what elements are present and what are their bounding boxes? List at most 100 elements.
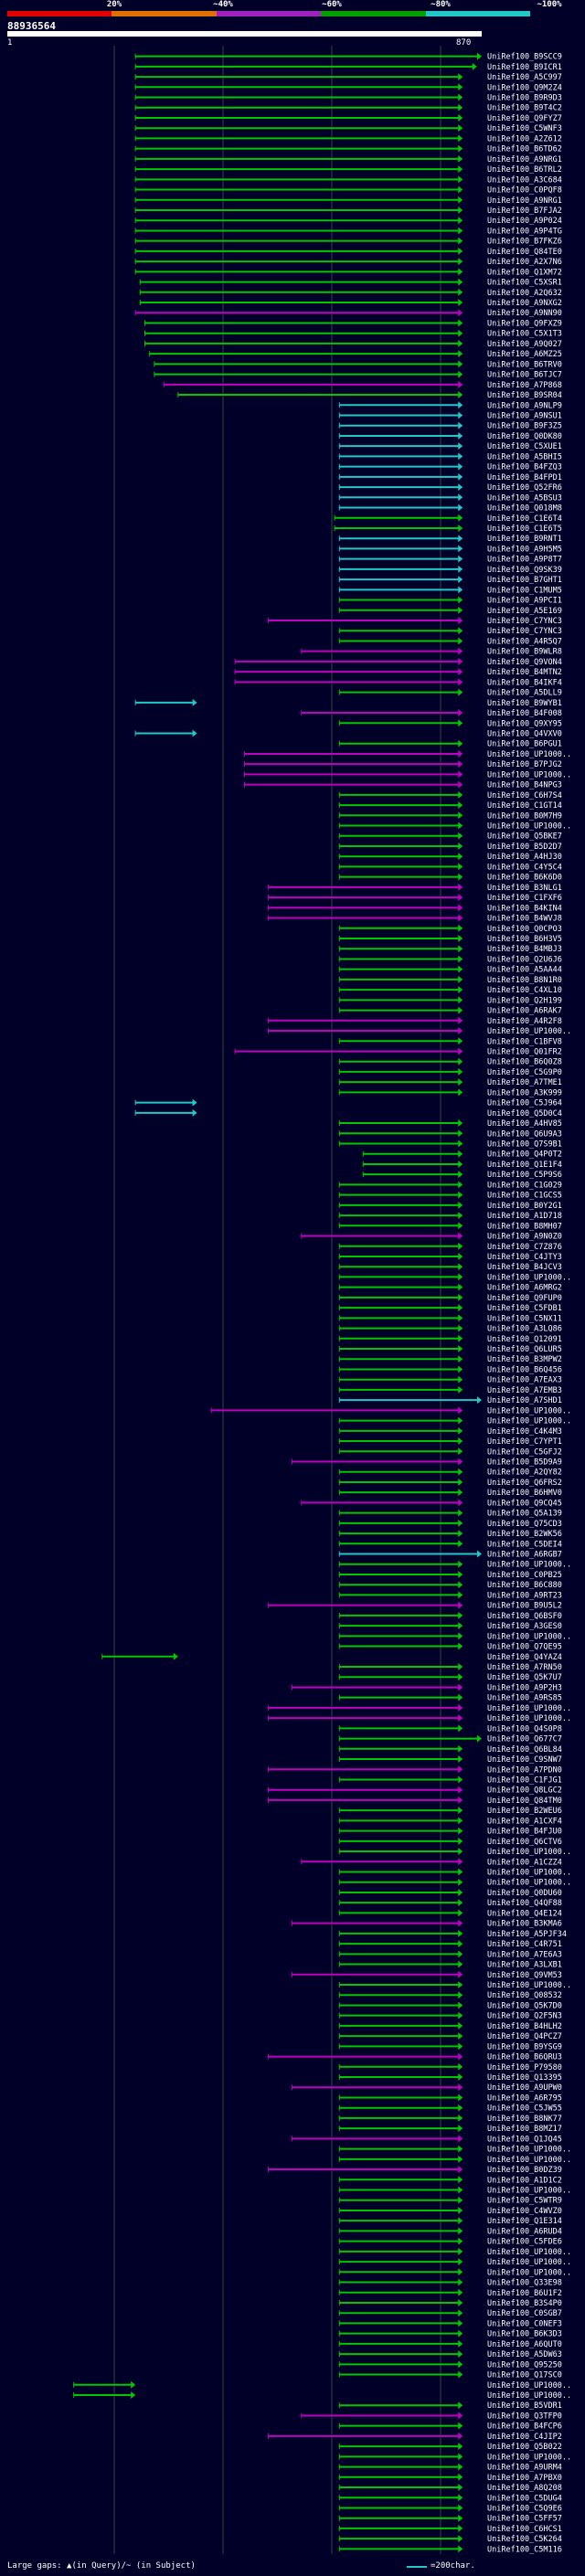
hit-label[interactable]: UniRef100_A3C684 — [487, 175, 562, 185]
hit-row[interactable]: UniRef100_Q84TE0 — [134, 247, 562, 257]
hit-label[interactable]: UniRef100_Q9XY95 — [487, 719, 562, 728]
hit-label[interactable]: UniRef100_Q018M8 — [487, 504, 562, 514]
hit-label[interactable]: UniRef100_UP1000.. — [487, 1869, 571, 1878]
hit-label[interactable]: UniRef100_A5DLL9 — [487, 689, 562, 698]
hit-row[interactable]: UniRef100_B6K3D3 — [338, 2329, 562, 2339]
hit-label[interactable]: UniRef100_Q677C7 — [487, 1735, 562, 1744]
hit-label[interactable]: UniRef100_C1E6T5 — [487, 525, 562, 534]
hit-label[interactable]: UniRef100_B8N1R0 — [487, 976, 562, 985]
hit-label[interactable]: UniRef100_C7Z876 — [487, 1243, 562, 1252]
hit-label[interactable]: UniRef100_A6RUD4 — [487, 2227, 562, 2236]
hit-label[interactable]: UniRef100_Q9M2Z4 — [487, 83, 562, 92]
hit-label[interactable]: UniRef100_A6MZ25 — [487, 350, 562, 359]
hit-row[interactable]: UniRef100_Q9VON4 — [234, 657, 562, 667]
hit-label[interactable]: UniRef100_B4JCV3 — [487, 1263, 562, 1272]
hit-label[interactable]: UniRef100_C7YNC3 — [487, 617, 562, 626]
hit-row[interactable]: UniRef100_B5VDR1 — [338, 2401, 562, 2411]
hit-label[interactable]: UniRef100_A4R2F8 — [487, 1017, 562, 1026]
hit-label[interactable]: UniRef100_C0SGB7 — [487, 2309, 562, 2318]
hit-label[interactable]: UniRef100_A1D718 — [487, 1212, 562, 1221]
hit-row[interactable]: UniRef100_Q4QF88 — [338, 1899, 562, 1908]
hit-label[interactable]: UniRef100_A9NLP9 — [487, 401, 562, 410]
hit-label[interactable]: UniRef100_A5AA44 — [487, 966, 562, 975]
hit-label[interactable]: UniRef100_C1GCS5 — [487, 1192, 562, 1201]
hit-label[interactable]: UniRef100_A7PBX0 — [487, 2474, 562, 2483]
hit-label[interactable]: UniRef100_A4R5Q7 — [487, 637, 562, 646]
hit-row[interactable]: UniRef100_Q9SK39 — [338, 565, 562, 575]
hit-row[interactable]: UniRef100_C1BFV8 — [338, 1037, 562, 1046]
hit-label[interactable]: UniRef100_C4WVZ0 — [487, 2207, 562, 2216]
hit-label[interactable]: UniRef100_C9SNW7 — [487, 1755, 562, 1765]
hit-label[interactable]: UniRef100_UP1000.. — [487, 2248, 571, 2257]
hit-label[interactable]: UniRef100_C5DEI4 — [487, 1540, 562, 1549]
hit-label[interactable]: UniRef100_C5G9P0 — [487, 1068, 562, 1077]
hit-label[interactable]: UniRef100_B6K6D0 — [487, 874, 562, 883]
hit-label[interactable]: UniRef100_B4WVJ8 — [487, 915, 562, 924]
hit-label[interactable]: UniRef100_C1FJG1 — [487, 1776, 562, 1785]
hit-row[interactable]: UniRef100_A7E6A3 — [338, 1950, 562, 1959]
hit-row[interactable]: UniRef100_Q1E1F4 — [362, 1160, 562, 1170]
hit-label[interactable]: UniRef100_B9ICR1 — [487, 63, 562, 72]
hit-row[interactable]: UniRef100_C5DUG4 — [338, 2494, 562, 2503]
hit-label[interactable]: UniRef100_Q2F5N3 — [487, 2012, 562, 2021]
hit-label[interactable]: UniRef100_C6HCS1 — [487, 2525, 562, 2534]
hit-label[interactable]: UniRef100_C4R751 — [487, 1940, 562, 1949]
hit-row[interactable]: UniRef100_A3GES0 — [338, 1622, 562, 1631]
hit-label[interactable]: UniRef100_Q9CQ45 — [487, 1499, 562, 1508]
hit-label[interactable]: UniRef100_UP1000.. — [487, 1027, 571, 1036]
hit-row[interactable]: UniRef100_Q2H199 — [338, 996, 562, 1005]
hit-row[interactable]: UniRef100_Q7S9B1 — [338, 1140, 562, 1150]
hit-row[interactable]: UniRef100_B8MZ17 — [338, 2125, 562, 2134]
hit-row[interactable]: UniRef100_C5WNF3 — [134, 124, 562, 133]
hit-row[interactable]: UniRef100_C0PB25 — [338, 1570, 562, 1580]
hit-row[interactable]: UniRef100_Q9FUP0 — [338, 1293, 562, 1303]
hit-row[interactable]: UniRef100_UP1000.. — [338, 822, 571, 832]
hit-row[interactable]: UniRef100_A7RN50 — [338, 1663, 562, 1672]
hit-row[interactable]: UniRef100_C5FDB1 — [338, 1304, 562, 1313]
hit-row[interactable]: UniRef100_A2X7N6 — [134, 258, 562, 267]
hit-row[interactable]: UniRef100_B0DZ39 — [267, 2166, 562, 2175]
hit-label[interactable]: UniRef100_Q4S0P8 — [487, 1724, 562, 1733]
hit-row[interactable]: UniRef100_A5BSU3 — [338, 493, 562, 503]
hit-label[interactable]: UniRef100_UP1000.. — [487, 770, 571, 779]
hit-label[interactable]: UniRef100_B9F3Z5 — [487, 422, 562, 431]
hit-row[interactable]: UniRef100_Q6CTV6 — [338, 1837, 562, 1847]
hit-label[interactable]: UniRef100_A6RGB7 — [487, 1551, 562, 1560]
hit-row[interactable]: UniRef100_B3NLG1 — [267, 883, 562, 893]
hit-row[interactable]: UniRef100_A5E169 — [338, 606, 562, 616]
hit-label[interactable]: UniRef100_A1D1C2 — [487, 2176, 562, 2185]
hit-row[interactable]: UniRef100_B6C880 — [338, 1581, 562, 1590]
hit-label[interactable]: UniRef100_A6MRG2 — [487, 1284, 562, 1293]
hit-label[interactable]: UniRef100_B9WYB1 — [487, 699, 562, 708]
hit-row[interactable]: UniRef100_B2WEU6 — [338, 1807, 562, 1816]
hit-row[interactable]: UniRef100_UP1000.. — [244, 770, 572, 779]
hit-row[interactable]: UniRef100_Q9VM53 — [291, 1970, 562, 1980]
hit-row[interactable]: UniRef100_C1G029 — [338, 1181, 562, 1190]
hit-row[interactable]: UniRef100_UP1000.. — [338, 2155, 571, 2165]
hit-label[interactable]: UniRef100_A9H5M5 — [487, 545, 562, 554]
hit-row[interactable]: UniRef100_B9SR04 — [177, 391, 562, 400]
hit-row[interactable]: UniRef100_C5XSR1 — [139, 278, 562, 288]
hit-row[interactable]: UniRef100_UP1000.. — [338, 2258, 571, 2267]
hit-row[interactable]: UniRef100_C1FJG1 — [338, 1776, 562, 1785]
hit-row[interactable]: UniRef100_B3KMA6 — [291, 1919, 562, 1929]
hit-label[interactable]: UniRef100_Q4QF88 — [487, 1899, 562, 1908]
hit-label[interactable]: UniRef100_Q5A139 — [487, 1510, 562, 1519]
hit-label[interactable]: UniRef100_C5XUE1 — [487, 442, 562, 451]
hit-row[interactable]: UniRef100_UP1000.. — [244, 749, 572, 759]
hit-label[interactable]: UniRef100_B8MH07 — [487, 1222, 562, 1231]
hit-row[interactable]: UniRef100_UP1000.. — [267, 1027, 571, 1036]
hit-row[interactable]: UniRef100_C5X1T3 — [144, 329, 562, 339]
hit-row[interactable]: UniRef100_A9URM4 — [338, 2463, 562, 2473]
hit-label[interactable]: UniRef100_B4FZQ3 — [487, 463, 562, 472]
hit-row[interactable]: UniRef100_A4HJ30 — [338, 853, 562, 862]
hit-row[interactable]: UniRef100_Q6BL84 — [338, 1744, 562, 1754]
hit-row[interactable]: UniRef100_C7YPT1 — [338, 1437, 562, 1447]
hit-row[interactable]: UniRef100_B2WK56 — [338, 1530, 562, 1539]
hit-row[interactable]: UniRef100_B7GHT1 — [338, 576, 562, 585]
hit-label[interactable]: UniRef100_C6H7S4 — [487, 791, 562, 800]
hit-row[interactable]: UniRef100_A6MZ25 — [149, 350, 562, 359]
hit-row[interactable]: UniRef100_C7Z876 — [338, 1242, 562, 1252]
hit-row[interactable]: UniRef100_A2Q632 — [139, 288, 562, 298]
hit-label[interactable]: UniRef100_Q1XM72 — [487, 268, 562, 277]
